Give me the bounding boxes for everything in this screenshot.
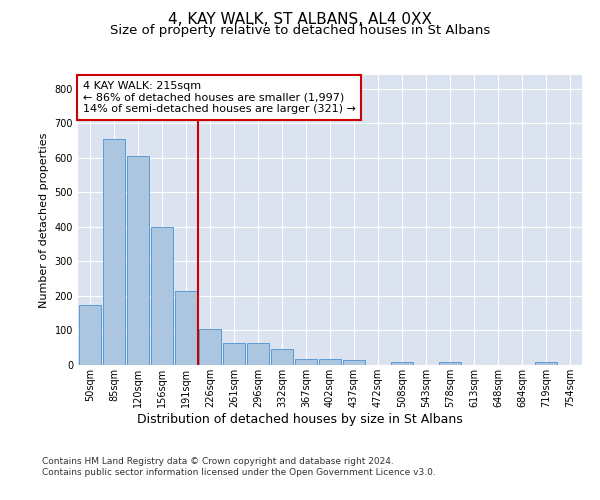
Bar	[151, 227, 173, 365]
Bar	[535, 362, 557, 365]
Bar	[343, 360, 365, 365]
Bar	[295, 359, 317, 365]
Bar	[247, 343, 269, 365]
Bar	[271, 350, 293, 365]
Text: Contains HM Land Registry data © Crown copyright and database right 2024.
Contai: Contains HM Land Registry data © Crown c…	[42, 458, 436, 477]
Bar	[439, 362, 461, 365]
Bar	[391, 362, 413, 365]
Y-axis label: Number of detached properties: Number of detached properties	[39, 132, 49, 308]
Text: Distribution of detached houses by size in St Albans: Distribution of detached houses by size …	[137, 412, 463, 426]
Text: Size of property relative to detached houses in St Albans: Size of property relative to detached ho…	[110, 24, 490, 37]
Bar	[103, 139, 125, 365]
Bar	[199, 329, 221, 365]
Bar	[319, 359, 341, 365]
Bar	[79, 304, 101, 365]
Bar	[175, 291, 197, 365]
Text: 4 KAY WALK: 215sqm
← 86% of detached houses are smaller (1,997)
14% of semi-deta: 4 KAY WALK: 215sqm ← 86% of detached hou…	[83, 81, 356, 114]
Bar	[223, 343, 245, 365]
Bar	[127, 156, 149, 365]
Text: 4, KAY WALK, ST ALBANS, AL4 0XX: 4, KAY WALK, ST ALBANS, AL4 0XX	[168, 12, 432, 28]
